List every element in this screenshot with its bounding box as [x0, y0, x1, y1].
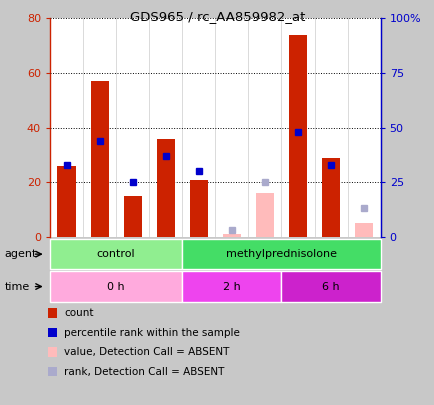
Text: agent: agent [4, 249, 36, 259]
Bar [156, 139, 174, 237]
Bar [189, 179, 207, 237]
Bar [354, 223, 372, 237]
Bar [281, 271, 380, 302]
Text: methylprednisolone: methylprednisolone [225, 249, 336, 259]
Bar [50, 239, 182, 269]
Text: count: count [64, 309, 93, 318]
Bar [222, 234, 240, 237]
Bar [123, 196, 141, 237]
Text: rank, Detection Call = ABSENT: rank, Detection Call = ABSENT [64, 367, 224, 377]
Bar [288, 34, 306, 237]
Text: GDS965 / rc_AA859982_at: GDS965 / rc_AA859982_at [129, 10, 305, 23]
Bar [182, 239, 380, 269]
Text: 0 h: 0 h [107, 281, 125, 292]
Bar [90, 81, 108, 237]
Text: 6 h: 6 h [322, 281, 339, 292]
Bar [255, 193, 273, 237]
Bar [50, 271, 182, 302]
Text: value, Detection Call = ABSENT: value, Detection Call = ABSENT [64, 347, 229, 357]
Bar [57, 166, 76, 237]
Text: 2 h: 2 h [223, 281, 240, 292]
Text: percentile rank within the sample: percentile rank within the sample [64, 328, 239, 338]
Text: control: control [97, 249, 135, 259]
Text: time: time [4, 281, 30, 292]
Bar [321, 158, 339, 237]
Bar [182, 271, 281, 302]
